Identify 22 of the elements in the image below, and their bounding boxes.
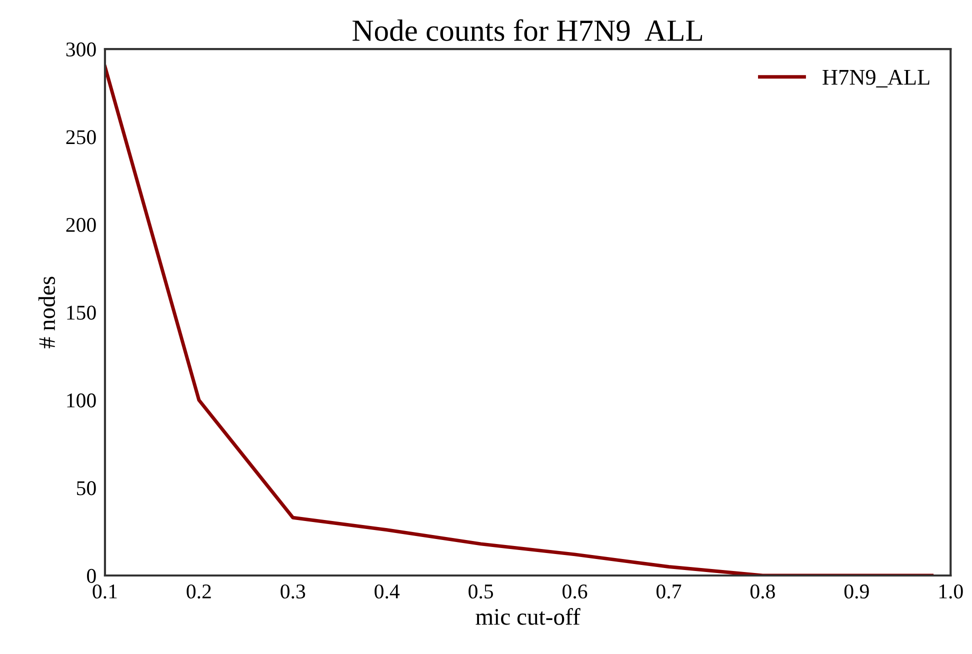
- x-tick-label: 0.9: [844, 584, 869, 599]
- x-tick-label: 0.6: [562, 584, 588, 599]
- legend-label: H7N9_ALL: [822, 70, 930, 88]
- y-axis-title: # nodes: [38, 276, 56, 348]
- y-tick-label: 50: [77, 481, 96, 496]
- x-tick-label: 1.0: [939, 584, 963, 599]
- x-tick-label: 0.3: [280, 584, 306, 599]
- chart-title: Node counts for H7N9 ALL: [352, 19, 702, 42]
- line-series: [104, 64, 934, 576]
- y-tick-label: 200: [66, 218, 96, 232]
- y-tick-label: 0: [87, 568, 96, 583]
- x-tick-label: 0.2: [186, 584, 211, 599]
- y-tick-label: 300: [66, 42, 96, 56]
- x-axis-title: mic cut-off: [476, 608, 580, 625]
- y-tick-label: 250: [66, 130, 96, 144]
- x-tick-label: 0.4: [374, 584, 400, 599]
- y-tick-label: 100: [67, 393, 96, 408]
- x-tick-label: 0.8: [750, 584, 775, 599]
- x-tick-label: 0.5: [468, 584, 494, 599]
- y-tick-label: 150: [67, 306, 96, 320]
- x-tick-label: 0.7: [656, 584, 682, 599]
- x-tick-label: 0.1: [92, 584, 117, 599]
